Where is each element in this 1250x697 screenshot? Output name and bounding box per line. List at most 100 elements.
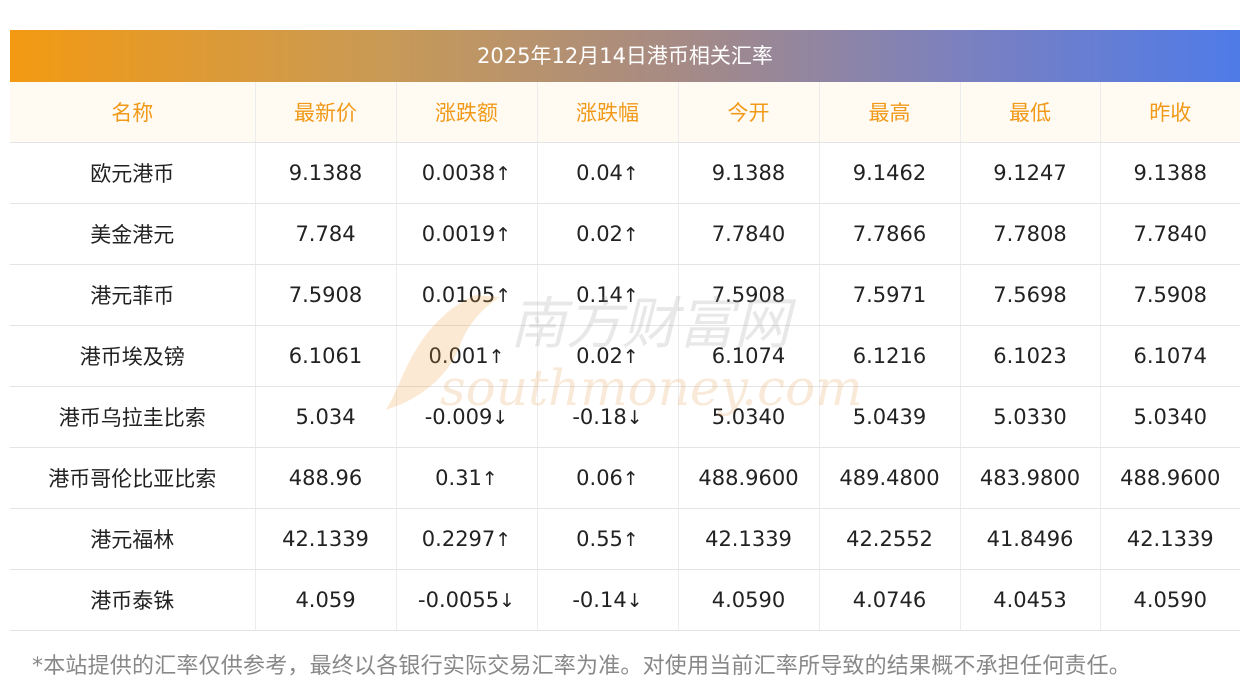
cell-value: 6.1074 (711, 344, 786, 368)
arrow-up-icon: ↑ (622, 224, 639, 246)
cell-value: 488.9600 (1120, 466, 1221, 490)
cell-name: 港币泰铢 (10, 569, 256, 631)
arrow-up-icon: ↑ (495, 285, 512, 307)
cell-value: 7.7840 (1133, 222, 1207, 246)
cell-value: 5.0439 (852, 405, 927, 429)
cell-latest: 7.5908 (255, 264, 397, 326)
cell-high: 5.0439 (819, 386, 961, 448)
table-row: 美金港元 7.784 0.0019↑ 0.02↑ 7.7840 7.7866 7.7808 7… (10, 203, 1240, 265)
cell-value: 0.0019 (421, 222, 496, 246)
table-row: 港元菲币 7.5908 0.0105↑ 0.14↑ 7.5908 7.5971 7.5698… (10, 264, 1240, 326)
cell-value: 4.059 (295, 588, 356, 612)
cell-value: 489.4800 (839, 466, 940, 490)
arrow-up-icon: ↑ (622, 529, 639, 551)
cell-name: 港币乌拉圭比索 (10, 386, 256, 448)
column-header: 昨收 (1100, 82, 1240, 143)
cell-value: 0.0105 (421, 283, 496, 307)
cell-value: 488.96 (288, 466, 363, 490)
cell-value: 0.2297 (421, 527, 496, 551)
cell-high: 7.7866 (819, 203, 961, 265)
cell-value: 42.1339 (282, 527, 369, 551)
cell-low: 6.1023 (960, 325, 1101, 387)
cell-value: 6.1074 (1133, 344, 1207, 368)
cell-value: 0.02 (576, 222, 623, 246)
cell-value: 4.0746 (852, 588, 927, 612)
cell-value: 9.1462 (852, 161, 927, 185)
cell-high: 42.2552 (819, 508, 961, 570)
cell-name: 港币埃及镑 (10, 325, 256, 387)
cell-value: 港元福林 (90, 528, 175, 552)
cell-latest: 5.034 (255, 386, 397, 448)
cell-value: -0.14 (572, 588, 627, 612)
table-row: 港币泰铢 4.059 -0.0055↓ -0.14↓ 4.0590 4.0746 4.045… (10, 569, 1240, 631)
cell-prev: 6.1074 (1100, 325, 1240, 387)
cell-high: 489.4800 (819, 447, 961, 509)
cell-value: 6.1061 (288, 344, 363, 368)
cell-value: 港币泰铢 (90, 589, 175, 613)
cell-value: 0.06 (576, 466, 623, 490)
cell-value: 0.02 (576, 344, 623, 368)
arrow-up-icon: ↑ (488, 346, 505, 368)
cell-value: 7.5971 (852, 283, 927, 307)
cell-change: 0.31↑ (396, 447, 538, 509)
cell-value: 42.1339 (705, 527, 792, 551)
cell-high: 6.1216 (819, 325, 961, 387)
cell-name: 欧元港币 (10, 142, 256, 204)
cell-prev: 7.5908 (1100, 264, 1240, 326)
cell-latest: 488.96 (255, 447, 397, 509)
cell-value: 7.5908 (288, 283, 363, 307)
cell-prev: 42.1339 (1100, 508, 1240, 570)
cell-pct: -0.14↓ (537, 569, 679, 631)
cell-open: 6.1074 (678, 325, 820, 387)
disclaimer-text: *本站提供的汇率仅供参考，最终以各银行实际交易汇率为准。对使用当前汇率所导致的结… (32, 654, 1132, 679)
cell-open: 42.1339 (678, 508, 820, 570)
arrow-up-icon: ↑ (495, 224, 512, 246)
cell-value: 欧元港币 (90, 162, 175, 186)
cell-open: 4.0590 (678, 569, 820, 631)
cell-open: 488.9600 (678, 447, 820, 509)
cell-latest: 42.1339 (255, 508, 397, 570)
cell-change: 0.0105↑ (396, 264, 538, 326)
cell-open: 9.1388 (678, 142, 820, 204)
cell-open: 7.7840 (678, 203, 820, 265)
cell-latest: 9.1388 (255, 142, 397, 204)
cell-open: 7.5908 (678, 264, 820, 326)
cell-value: 0.04 (576, 161, 623, 185)
table-row: 港币埃及镑 6.1061 0.001↑ 0.02↑ 6.1074 6.1216 6.1023… (10, 325, 1240, 387)
cell-change: -0.0055↓ (396, 569, 538, 631)
arrow-up-icon: ↑ (622, 346, 639, 368)
cell-prev: 488.9600 (1100, 447, 1240, 509)
cell-pct: 0.55↑ (537, 508, 679, 570)
arrow-up-icon: ↑ (495, 163, 512, 185)
cell-value: 7.7866 (852, 222, 927, 246)
exchange-rate-table: 名称 最新价 涨跌额 涨跌幅 今开 最高 最低 昨收 欧元港币 9.1388 0.0038↑ 0.0… (10, 82, 1240, 631)
cell-low: 7.7808 (960, 203, 1101, 265)
cell-high: 7.5971 (819, 264, 961, 326)
cell-value: 6.1023 (993, 344, 1067, 368)
cell-value: 0.0038 (421, 161, 496, 185)
cell-low: 4.0453 (960, 569, 1101, 631)
cell-change: 0.2297↑ (396, 508, 538, 570)
table-row: 港元福林 42.1339 0.2297↑ 0.55↑ 42.1339 42.2552 41.… (10, 508, 1240, 570)
cell-value: 483.9800 (979, 466, 1081, 490)
cell-change: 0.001↑ (396, 325, 538, 387)
cell-value: 5.0330 (993, 405, 1067, 429)
cell-low: 5.0330 (960, 386, 1101, 448)
cell-value: 5.0340 (711, 405, 786, 429)
column-header: 最低 (960, 82, 1101, 143)
cell-change: -0.009↓ (396, 386, 538, 448)
cell-name: 港元福林 (10, 508, 256, 570)
arrow-up-icon: ↑ (481, 468, 498, 490)
cell-value: 0.31 (435, 466, 482, 490)
cell-pct: 0.14↑ (537, 264, 679, 326)
cell-value: 6.1216 (852, 344, 927, 368)
arrow-up-icon: ↑ (495, 529, 512, 551)
cell-value: -0.009 (424, 405, 493, 429)
cell-name: 港元菲币 (10, 264, 256, 326)
cell-name: 美金港元 (10, 203, 256, 265)
cell-value: 4.0453 (993, 588, 1067, 612)
cell-pct: 0.04↑ (537, 142, 679, 204)
cell-low: 41.8496 (960, 508, 1101, 570)
cell-value: 488.9600 (698, 466, 799, 490)
cell-prev: 5.0340 (1100, 386, 1240, 448)
